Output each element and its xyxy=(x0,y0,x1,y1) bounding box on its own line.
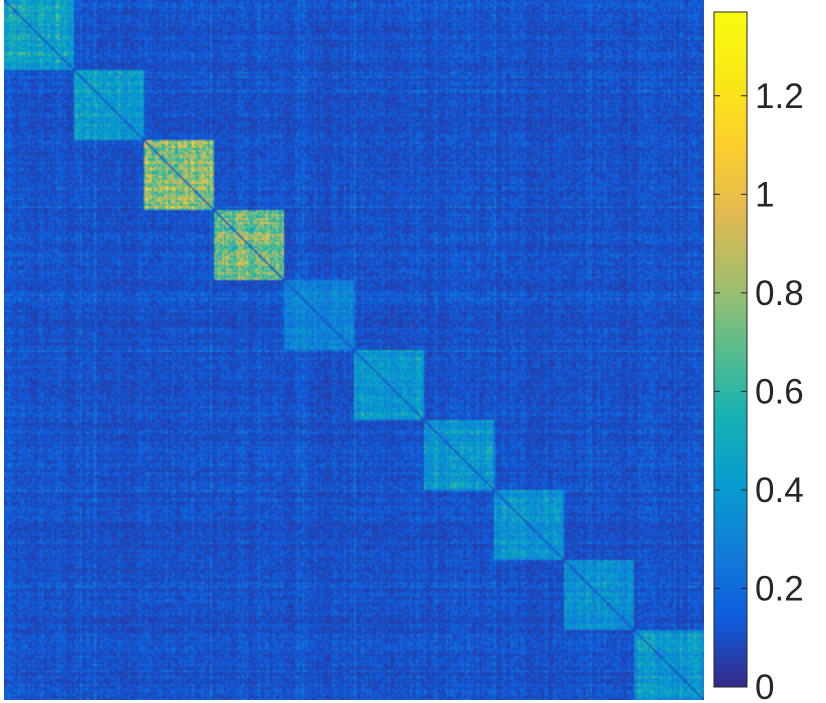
heatmap-image xyxy=(4,0,704,700)
colorbar-tick-label: 0.2 xyxy=(755,569,804,608)
colorbar-ticks: 0 0.2 0.4 0.6 0.8 1 1.2 xyxy=(714,77,804,703)
colorbar-frame xyxy=(713,11,748,688)
colorbar-tick-label: 1 xyxy=(755,175,774,214)
similarity-matrix xyxy=(4,0,704,700)
colorbar-gradient xyxy=(714,12,747,687)
colorbar-tick-label: 0.4 xyxy=(755,471,804,510)
colorbar-tick-label: 0 xyxy=(755,668,774,703)
colorbar-tick-label: 1.2 xyxy=(755,77,804,116)
colorbar-tick-label: 0.6 xyxy=(755,372,804,411)
colorbar: 0 0.2 0.4 0.6 0.8 1 1.2 xyxy=(713,11,804,703)
colorbar-tick-label: 0.8 xyxy=(755,274,804,313)
